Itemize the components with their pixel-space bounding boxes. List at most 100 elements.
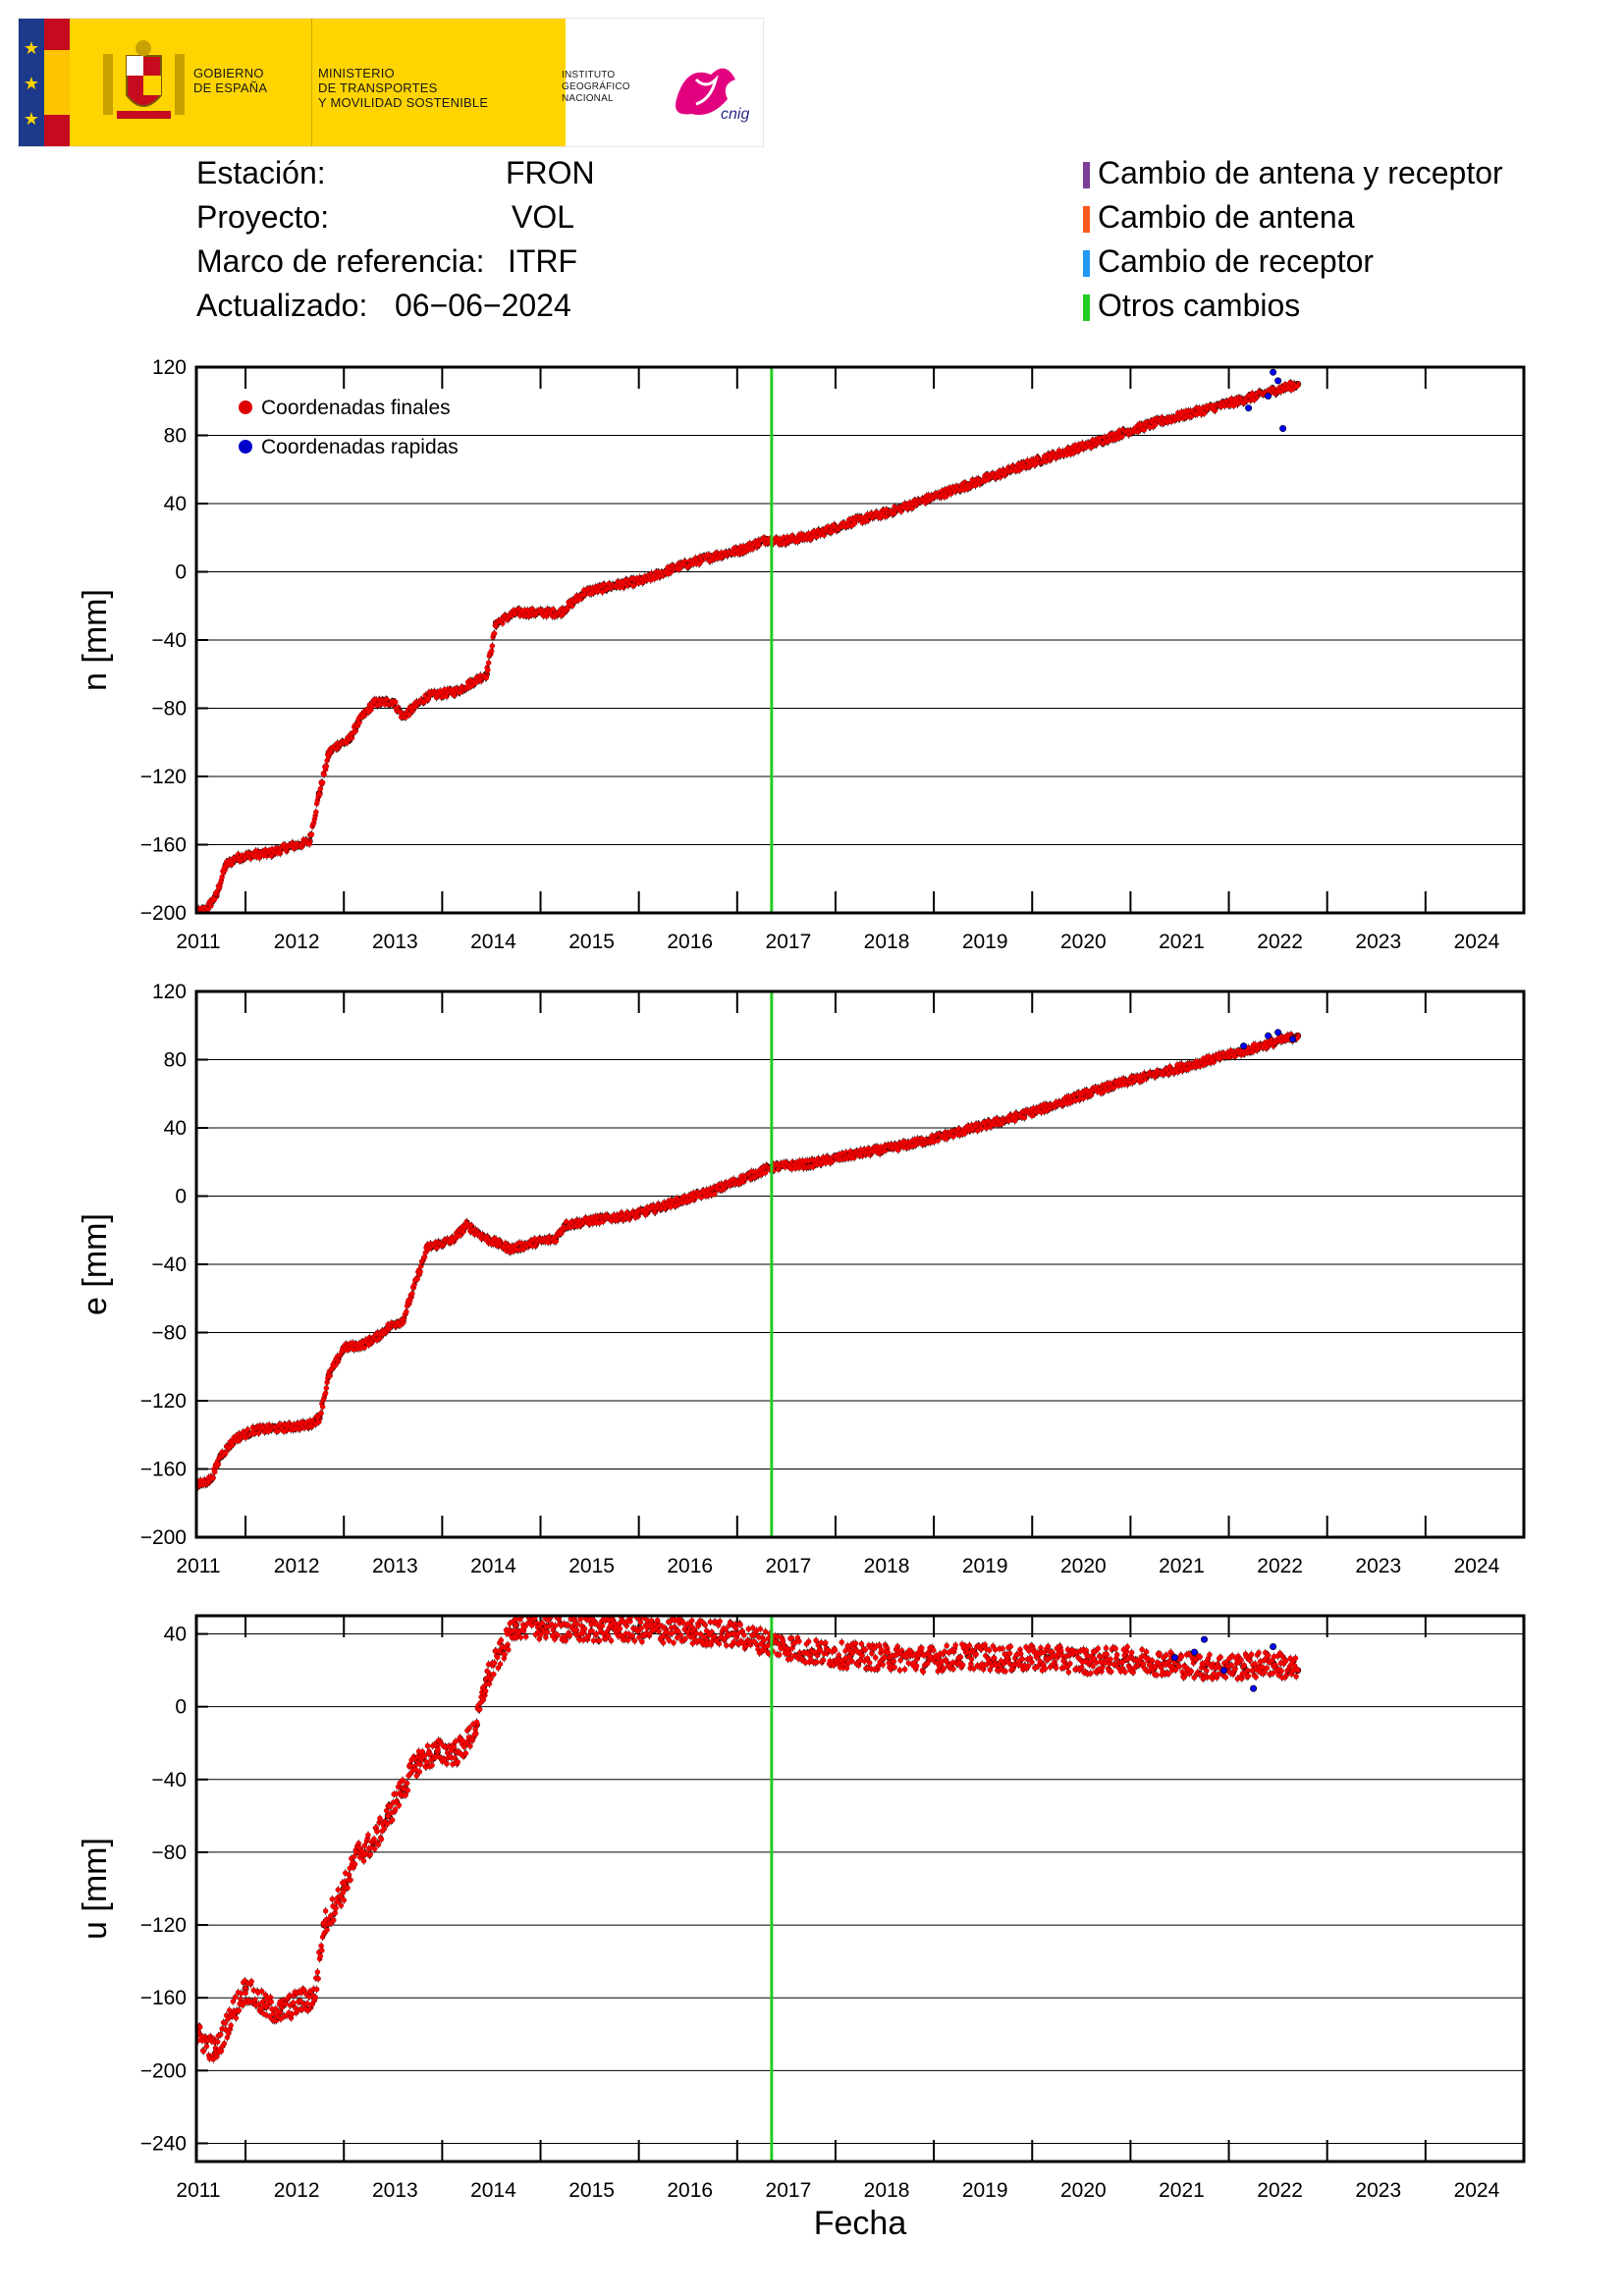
plot-frame bbox=[194, 365, 1526, 915]
y-tick-label: 80 bbox=[164, 1049, 187, 1072]
data-point bbox=[313, 809, 319, 816]
y-tick-label: −120 bbox=[140, 766, 187, 788]
updated-label: Actualizado: bbox=[196, 288, 368, 323]
legend-label-receiver: Cambio de receptor bbox=[1098, 243, 1375, 279]
data-point bbox=[491, 630, 498, 637]
x-tick-label: 2020 bbox=[1060, 931, 1107, 953]
data-point bbox=[316, 1418, 322, 1425]
chart-panel-1: 120 80 40 0 −40 −80 −120 −160 −200 2011 2012 2013 20… bbox=[77, 356, 1526, 953]
project-value: VOL bbox=[512, 199, 575, 235]
data-point bbox=[406, 712, 412, 718]
legend-label-antenna: Cambio de antena bbox=[1098, 199, 1355, 235]
x-tick-label: 2015 bbox=[568, 1555, 615, 1577]
data-point bbox=[327, 1372, 333, 1379]
legend-marker bbox=[239, 440, 252, 454]
data-point bbox=[211, 895, 218, 902]
data-point bbox=[712, 1191, 718, 1197]
data-point bbox=[1294, 383, 1300, 390]
y-tick-label: −80 bbox=[151, 698, 187, 721]
ign-name: INSTITUTO GEOGRÁFICO NACIONAL bbox=[562, 70, 630, 105]
y-tick-label: 80 bbox=[164, 425, 187, 448]
series-coordenadas-finales bbox=[196, 378, 1302, 913]
x-tick-label: 2016 bbox=[667, 931, 713, 953]
y-tick-label: −200 bbox=[140, 902, 187, 925]
frame-label: Marco de referencia: bbox=[196, 243, 485, 279]
data-point bbox=[1265, 393, 1272, 400]
header-logos: ★ ★ ★ GOBIERNO DE ESPAÑA MINISTERIO DE T… bbox=[18, 18, 764, 147]
legend-swatch-antenna bbox=[1083, 206, 1090, 233]
data-point bbox=[489, 643, 496, 649]
legend-swatch-receiver bbox=[1083, 250, 1090, 277]
data-point bbox=[485, 667, 491, 673]
data-point bbox=[1119, 434, 1125, 440]
y-tick-label: 120 bbox=[152, 356, 187, 379]
x-tick-label: 2013 bbox=[372, 931, 418, 953]
data-point bbox=[762, 1169, 769, 1176]
y-tick-label: 40 bbox=[164, 1117, 187, 1140]
coat-of-arms-icon bbox=[103, 40, 185, 119]
data-point bbox=[1245, 404, 1253, 412]
project-label: Proyecto: bbox=[196, 199, 330, 235]
x-tick-label: 2021 bbox=[1159, 1555, 1205, 1577]
x-tick-label: 2012 bbox=[274, 1555, 320, 1577]
data-point bbox=[319, 1404, 326, 1410]
x-tick-label: 2016 bbox=[667, 1555, 713, 1577]
legend-swatch-other bbox=[1083, 294, 1090, 321]
data-point bbox=[215, 1461, 222, 1468]
series-coordenadas-finales bbox=[196, 1030, 1302, 1493]
x-tick-label: 2022 bbox=[1257, 931, 1303, 953]
data-point bbox=[210, 1474, 216, 1481]
x-tick-label: 2014 bbox=[470, 1555, 516, 1577]
cnig-logo-text: cnig bbox=[721, 106, 749, 123]
data-point bbox=[308, 831, 315, 837]
ministry-line-2: DE TRANSPORTES bbox=[318, 80, 438, 95]
data-point bbox=[553, 1238, 560, 1245]
header-divider bbox=[311, 19, 312, 146]
data-point bbox=[211, 1468, 218, 1475]
data-point bbox=[1152, 421, 1159, 428]
data-point bbox=[1141, 427, 1148, 433]
frame-value: ITRF bbox=[508, 243, 578, 279]
x-tick-label: 2018 bbox=[864, 1555, 910, 1577]
data-point bbox=[550, 607, 557, 613]
y-tick-label: −160 bbox=[140, 1459, 187, 1481]
legend-label-other: Otros cambios bbox=[1098, 288, 1301, 323]
data-point bbox=[488, 648, 495, 654]
data-point bbox=[392, 699, 399, 705]
ign-line-2: GEOGRÁFICO bbox=[562, 81, 630, 92]
data-point bbox=[483, 674, 490, 681]
data-point bbox=[319, 779, 326, 785]
legend-label-antenna-receiver: Cambio de antena y receptor bbox=[1098, 155, 1503, 190]
data-point bbox=[318, 1410, 324, 1416]
y-tick-label: −120 bbox=[140, 1390, 187, 1413]
data-point bbox=[417, 1268, 423, 1275]
x-tick-label: 2017 bbox=[766, 931, 812, 953]
legend-swatch-antenna-receiver bbox=[1083, 162, 1090, 188]
data-point bbox=[322, 1390, 329, 1396]
x-tick-label: 2011 bbox=[176, 1555, 220, 1577]
data-point bbox=[1270, 368, 1277, 376]
data-point bbox=[1274, 377, 1282, 385]
data-point bbox=[306, 841, 312, 847]
data-points bbox=[196, 368, 1302, 913]
x-tick-label: 2019 bbox=[962, 931, 1008, 953]
data-point bbox=[223, 1449, 229, 1456]
spain-eu-flag-icon: ★ ★ ★ bbox=[19, 19, 70, 146]
gov-name-line-1: GOBIERNO bbox=[193, 66, 264, 80]
y-tick-label: 0 bbox=[175, 561, 187, 584]
data-point bbox=[696, 561, 702, 567]
y-axis-label: n [mm] bbox=[77, 589, 114, 691]
y-tick-label: 0 bbox=[175, 1186, 187, 1208]
ign-line-1: INSTITUTO bbox=[562, 70, 616, 80]
x-tick-label: 2017 bbox=[766, 1555, 812, 1577]
x-tick-label: 2024 bbox=[1454, 931, 1500, 953]
data-point bbox=[414, 1276, 420, 1282]
government-name: GOBIERNO DE ESPAÑA bbox=[193, 66, 267, 95]
ministry-line-1: MINISTERIO bbox=[318, 66, 395, 80]
data-point bbox=[323, 763, 330, 770]
ministry-name: MINISTERIO DE TRANSPORTES Y MOVILIDAD SO… bbox=[318, 66, 488, 110]
x-tick-label: 2020 bbox=[1060, 1555, 1107, 1577]
station-value: FRON bbox=[506, 155, 595, 190]
legend-entry-label: Coordenadas finales bbox=[261, 397, 451, 419]
